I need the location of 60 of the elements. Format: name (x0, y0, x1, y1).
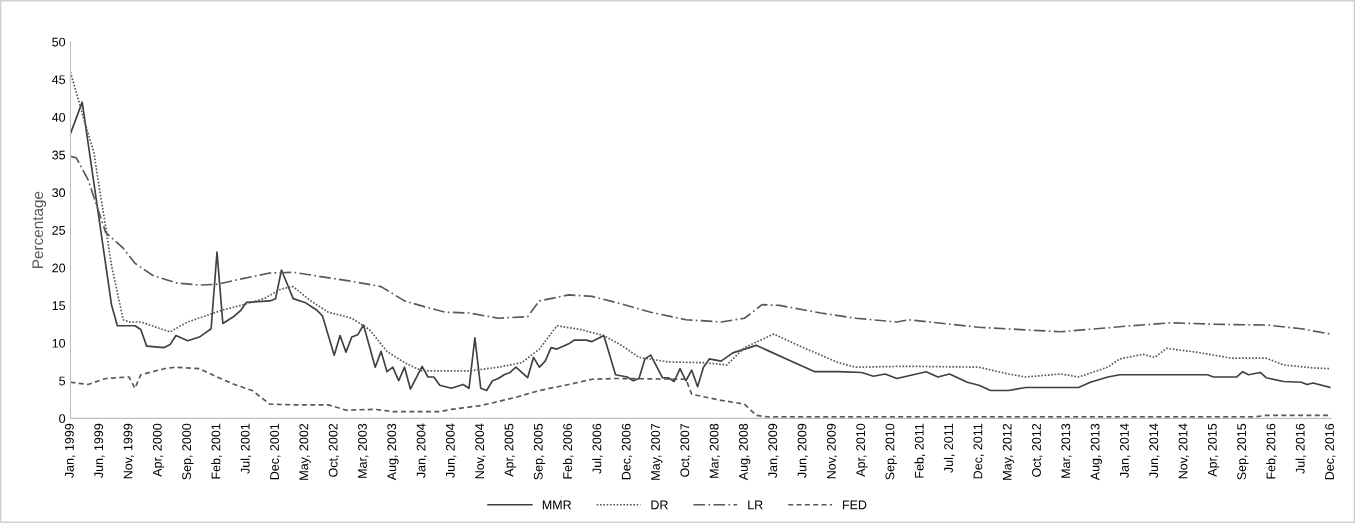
x-tick-label: Jul, 2016 (1295, 423, 1307, 474)
y-tick-label: 30 (52, 188, 66, 198)
x-tick-label: Jan, 1999 (64, 423, 76, 478)
x-tick-label: Mar, 2013 (1061, 423, 1072, 478)
y-tick-label: 45 (51, 75, 66, 85)
legend-label: LR (748, 500, 763, 510)
x-tick-label: Apr, 2015 (1207, 423, 1220, 477)
x-tick-label: Aug, 2013 (1090, 423, 1102, 481)
x-tick-label: Feb, 2006 (562, 423, 574, 479)
x-tick-label: Nov, 2009 (826, 423, 838, 479)
x-tick-label: Apr, 2010 (856, 423, 868, 477)
y-tick-label: 50 (52, 37, 66, 47)
x-tick-label: Jun, 1999 (94, 423, 105, 478)
x-tick-label: Jul, 2001 (240, 423, 252, 474)
y-tick-label: 10 (52, 338, 66, 348)
x-tick-label: Oct, 2007 (680, 423, 691, 477)
y-tick-label: 40 (51, 112, 66, 122)
x-tick-label: Mar, 2008 (709, 423, 721, 478)
x-tick-label: Jun, 2014 (1149, 423, 1160, 478)
x-tick-label: Sep, 2005 (533, 423, 546, 480)
x-tick-label: Feb, 2016 (1266, 423, 1277, 479)
x-tick-label: Jan, 2004 (416, 423, 427, 478)
x-tick-label: Oct, 2002 (328, 423, 340, 477)
x-tick-label: Mar, 2003 (358, 423, 369, 478)
x-tick-label: May, 2012 (1002, 423, 1015, 480)
x-tick-label: Dec, 2016 (1325, 423, 1336, 480)
x-tick-label: Nov, 1999 (123, 423, 134, 479)
x-tick-label: Jun, 2004 (445, 423, 457, 478)
x-tick-label: Dec, 2011 (973, 423, 984, 479)
legend-label: MMR (542, 500, 572, 510)
y-tick-label: 5 (59, 376, 66, 386)
x-tick-label: Apr, 2005 (504, 423, 516, 477)
x-tick-label: Aug, 2008 (739, 423, 751, 481)
x-tick-label: Jun, 2009 (797, 423, 808, 478)
x-tick-label: May, 2002 (299, 423, 311, 480)
x-tick-label: Oct, 2012 (1032, 423, 1043, 477)
x-tick-label: Sep, 2010 (885, 423, 897, 480)
x-tick-label: Nov, 2014 (1178, 423, 1189, 479)
x-tick-label: Jul, 2006 (592, 423, 603, 474)
x-tick-label: Jul, 2011 (943, 423, 955, 473)
x-tick-label: Dec, 2006 (621, 423, 633, 480)
x-tick-label: Feb, 2001 (211, 423, 222, 479)
x-tick-label: Feb, 2011 (914, 423, 926, 478)
x-tick-label: Sep, 2015 (1237, 423, 1249, 480)
y-tick-label: 25 (52, 225, 66, 235)
x-tick-label: Apr, 2000 (152, 423, 165, 477)
y-axis-title: Percentage (32, 191, 47, 268)
x-tick-label: Sep, 2000 (182, 423, 194, 480)
x-tick-label: Nov, 2004 (475, 423, 486, 479)
x-tick-label: Dec, 2001 (270, 423, 281, 480)
legend-label: DR (651, 500, 668, 510)
x-tick-label: Jan, 2014 (1119, 423, 1131, 478)
legend-label: FED (842, 500, 867, 510)
y-tick-label: 0 (59, 414, 66, 424)
x-tick-label: Aug, 2003 (387, 423, 399, 481)
x-tick-label: Jan, 2009 (768, 423, 779, 478)
y-tick-label: 20 (52, 263, 66, 273)
x-tick-label: May, 2007 (651, 423, 663, 480)
y-tick-label: 35 (52, 150, 66, 160)
y-tick-label: 15 (52, 301, 66, 311)
